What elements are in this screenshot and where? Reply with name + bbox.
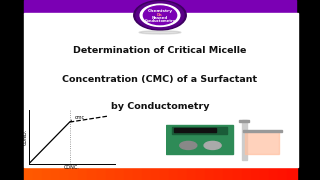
- Bar: [196, 167, 206, 180]
- Bar: [251, 167, 260, 180]
- Bar: [169, 167, 179, 180]
- Bar: [166, 125, 233, 154]
- Bar: [269, 167, 278, 180]
- Ellipse shape: [139, 31, 181, 34]
- Bar: [214, 167, 224, 180]
- Bar: [33, 167, 43, 180]
- Text: cmc: cmc: [70, 115, 84, 122]
- Bar: [0, 0, 24, 180]
- Bar: [205, 167, 215, 180]
- Text: by Conductometry: by Conductometry: [111, 102, 209, 111]
- Bar: [160, 167, 170, 180]
- Bar: [243, 130, 282, 132]
- Bar: [245, 131, 279, 154]
- Bar: [174, 128, 216, 132]
- Bar: [239, 120, 249, 122]
- Bar: [142, 167, 152, 180]
- X-axis label: CONC.: CONC.: [64, 165, 80, 170]
- Bar: [42, 167, 52, 180]
- Bar: [78, 167, 88, 180]
- Bar: [187, 167, 197, 180]
- Bar: [178, 167, 188, 180]
- Circle shape: [134, 1, 186, 30]
- Bar: [233, 167, 242, 180]
- Text: Chemistry: Chemistry: [148, 9, 172, 13]
- Bar: [124, 167, 133, 180]
- Bar: [51, 167, 61, 180]
- Circle shape: [140, 4, 180, 26]
- Circle shape: [143, 6, 177, 25]
- Bar: [242, 120, 247, 160]
- Bar: [97, 167, 106, 180]
- Text: Determination of Critical Micelle: Determination of Critical Micelle: [73, 46, 247, 55]
- Bar: [151, 167, 161, 180]
- Text: Conductometry: Conductometry: [144, 19, 176, 23]
- Bar: [133, 167, 142, 180]
- Text: Dr.: Dr.: [157, 13, 163, 17]
- Text: Concentration (CMC) of a Surfactant: Concentration (CMC) of a Surfactant: [62, 75, 258, 84]
- Y-axis label: COND.: COND.: [22, 129, 28, 145]
- Text: Naseed: Naseed: [152, 16, 168, 20]
- Bar: [260, 167, 269, 180]
- Circle shape: [204, 141, 221, 149]
- Bar: [24, 0, 296, 14]
- Bar: [106, 167, 115, 180]
- Bar: [287, 167, 297, 180]
- Bar: [172, 127, 227, 134]
- Bar: [69, 167, 79, 180]
- Circle shape: [180, 141, 197, 149]
- Bar: [223, 167, 233, 180]
- Bar: [24, 13, 298, 167]
- Bar: [278, 167, 288, 180]
- Bar: [296, 0, 320, 180]
- Bar: [242, 167, 251, 180]
- Bar: [87, 167, 97, 180]
- Circle shape: [136, 2, 184, 29]
- Bar: [60, 167, 70, 180]
- Bar: [24, 167, 34, 180]
- Bar: [115, 167, 124, 180]
